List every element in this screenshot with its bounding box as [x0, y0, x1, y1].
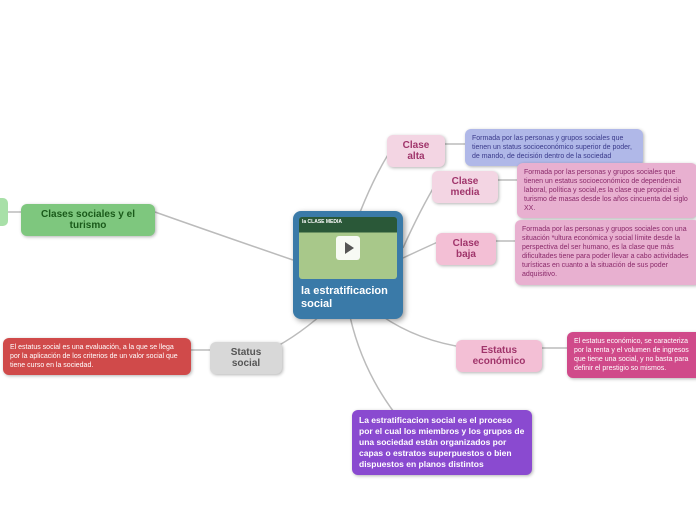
node-clase-alta[interactable]: Clase alta	[387, 135, 445, 167]
play-icon[interactable]	[336, 236, 360, 260]
center-node[interactable]: la CLASE MEDIA la estratificacion social	[293, 211, 403, 319]
node-estatus-economico[interactable]: Estatus económico	[456, 340, 542, 372]
node-clase-baja[interactable]: Clase baja	[436, 233, 496, 265]
desc-clase-baja: Formada por las personas y grupos social…	[515, 220, 696, 285]
desc-clase-media: Formada por las personas y grupos social…	[517, 163, 696, 218]
node-clases-turismo[interactable]: Clases sociales y el turismo	[21, 204, 155, 236]
center-title: la estratificacion social	[299, 279, 397, 313]
center-thumbnail[interactable]: la CLASE MEDIA	[299, 217, 397, 279]
desc-definition: La estratificacion social es el proceso …	[352, 410, 532, 475]
desc-status-social: El estatus social es una evaluación, a l…	[3, 338, 191, 375]
node-clase-media[interactable]: Clase media	[432, 171, 498, 203]
thumbnail-label: la CLASE MEDIA	[302, 219, 342, 225]
left-stub-node	[0, 198, 8, 226]
node-status-social[interactable]: Status social	[210, 342, 282, 374]
desc-estatus-economico: El estatus económico, se caracteriza por…	[567, 332, 696, 378]
desc-clase-alta: Formada por las personas y grupos social…	[465, 129, 643, 166]
